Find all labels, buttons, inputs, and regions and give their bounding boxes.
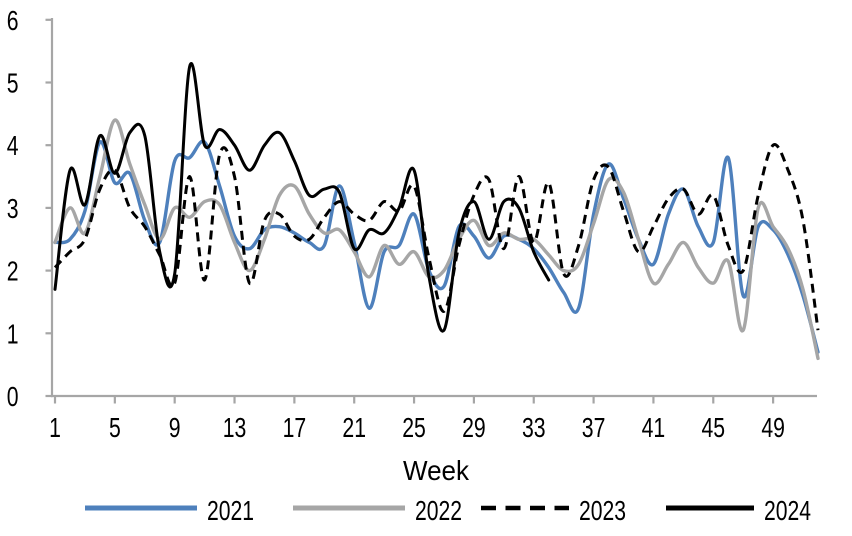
x-tick-label: 5 <box>109 412 121 443</box>
x-tick-label: 41 <box>642 412 666 443</box>
y-tick-label: 1 <box>7 318 19 349</box>
legend-item-2022: 2022 <box>291 493 491 527</box>
y-tick-label: 3 <box>7 193 19 224</box>
legend-label-2022: 2022 <box>415 495 462 526</box>
x-tick-label: 25 <box>402 412 426 443</box>
x-tick-label: 45 <box>701 412 725 443</box>
legend-label-2021: 2021 <box>207 495 254 526</box>
y-tick-label: 0 <box>7 381 19 412</box>
y-tick-label: 4 <box>7 130 19 161</box>
legend-item-2023: 2023 <box>479 493 679 527</box>
y-tick-label: 6 <box>7 5 19 36</box>
series-line-2024 <box>53 62 551 333</box>
y-tick-label: 5 <box>7 68 19 99</box>
x-tick-label: 37 <box>582 412 606 443</box>
x-tick-label: 17 <box>283 412 307 443</box>
series-line-2023 <box>53 143 820 331</box>
legend-label-2024: 2024 <box>764 495 811 526</box>
x-tick-label: 13 <box>223 412 247 443</box>
x-tick-label: 49 <box>761 412 785 443</box>
x-tick-label: 29 <box>462 412 486 443</box>
y-tick-label: 2 <box>7 256 19 287</box>
legend-item-2021: 2021 <box>83 493 283 527</box>
x-axis-title: Week <box>403 455 470 486</box>
series-line-2022 <box>53 118 820 361</box>
x-tick-label: 33 <box>522 412 546 443</box>
x-tick-label: 1 <box>49 412 61 443</box>
x-tick-label: 21 <box>342 412 366 443</box>
x-tick-label: 9 <box>169 412 181 443</box>
legend-label-2023: 2023 <box>579 495 626 526</box>
chart-legend: 2021 2022 2023 2024 <box>0 493 852 529</box>
legend-item-2024: 2024 <box>664 493 852 527</box>
